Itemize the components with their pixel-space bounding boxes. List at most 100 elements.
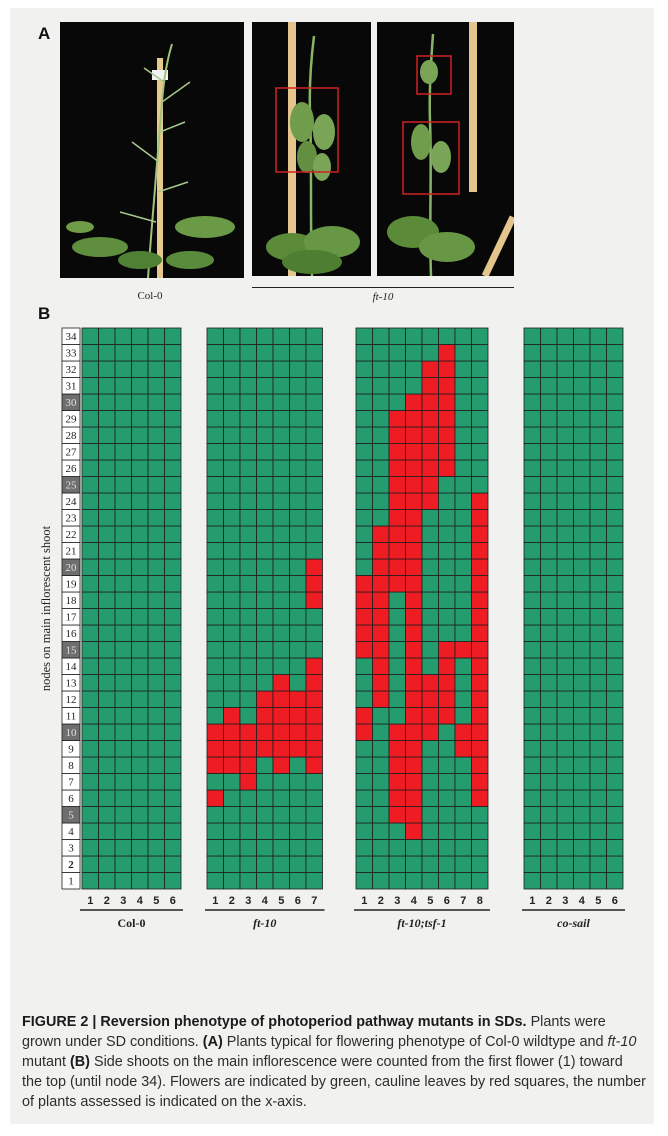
flower-cell <box>272 360 290 378</box>
flower-cell <box>556 789 574 807</box>
flower-cell <box>256 393 274 411</box>
flower-cell <box>606 773 624 791</box>
flower-cell <box>454 624 472 642</box>
flower-cell <box>540 855 558 873</box>
flower-cell <box>289 492 307 510</box>
flower-cell <box>272 426 290 444</box>
flower-cell <box>438 756 456 774</box>
flower-cell <box>131 443 149 461</box>
y-tick-label: 4 <box>68 826 74 838</box>
flower-cell <box>114 789 132 807</box>
cauline-leaf-cell <box>372 525 390 543</box>
flower-cell <box>98 525 116 543</box>
flower-cell <box>372 789 390 807</box>
flower-cell <box>523 872 541 890</box>
x-tick-label: 2 <box>104 895 110 907</box>
flower-cell <box>471 806 489 824</box>
flower-cell <box>556 476 574 494</box>
flower-cell <box>540 756 558 774</box>
cauline-leaf-cell <box>372 690 390 708</box>
flower-cell <box>454 575 472 593</box>
flower-cell <box>164 641 182 659</box>
flower-cell <box>147 740 165 758</box>
flower-cell <box>388 822 406 840</box>
flower-cell <box>523 839 541 857</box>
flower-cell <box>114 492 132 510</box>
flower-cell <box>540 575 558 593</box>
flower-cell <box>114 723 132 741</box>
cauline-leaf-cell <box>421 707 439 725</box>
flower-cell <box>223 822 241 840</box>
flower-cell <box>355 377 373 395</box>
flower-cell <box>164 690 182 708</box>
flower-cell <box>305 641 323 659</box>
flower-cell <box>589 608 607 626</box>
cauline-leaf-cell <box>388 773 406 791</box>
x-tick-label: 6 <box>295 895 301 907</box>
flower-cell <box>556 707 574 725</box>
flower-cell <box>98 789 116 807</box>
flower-cell <box>223 344 241 362</box>
y-tick-label: 34 <box>66 331 78 343</box>
y-axis-label: nodes on main inflorescent shoot <box>39 525 53 691</box>
cauline-leaf-cell <box>405 740 423 758</box>
flower-cell <box>454 393 472 411</box>
flower-cell <box>256 426 274 444</box>
flower-cell <box>523 360 541 378</box>
flower-cell <box>164 509 182 527</box>
flower-cell <box>421 822 439 840</box>
flower-cell <box>589 558 607 576</box>
flower-cell <box>239 509 257 527</box>
cauline-leaf-cell <box>421 377 439 395</box>
flower-cell <box>131 872 149 890</box>
cauline-leaf-cell <box>405 393 423 411</box>
flower-cell <box>81 740 99 758</box>
cauline-leaf-cell <box>438 443 456 461</box>
flower-cell <box>405 377 423 395</box>
flower-cell <box>573 509 591 527</box>
flower-cell <box>556 674 574 692</box>
flower-cell <box>540 393 558 411</box>
flower-cell <box>573 756 591 774</box>
flower-cell <box>256 839 274 857</box>
flower-cell <box>540 723 558 741</box>
flower-cell <box>305 377 323 395</box>
cauline-leaf-cell <box>471 558 489 576</box>
flower-cell <box>131 740 149 758</box>
cauline-leaf-cell <box>206 723 224 741</box>
cauline-leaf-cell <box>289 723 307 741</box>
flower-cell <box>289 410 307 428</box>
flower-cell <box>81 872 99 890</box>
flower-cell <box>589 707 607 725</box>
flower-cell <box>355 822 373 840</box>
flower-cell <box>556 344 574 362</box>
flower-cell <box>223 360 241 378</box>
flower-cell <box>239 806 257 824</box>
x-tick-label: 1 <box>212 895 218 907</box>
flower-cell <box>164 608 182 626</box>
flower-cell <box>239 591 257 609</box>
flower-cell <box>438 591 456 609</box>
flower-cell <box>131 492 149 510</box>
flower-cell <box>147 476 165 494</box>
flower-cell <box>223 855 241 873</box>
flower-cell <box>438 558 456 576</box>
flower-cell <box>421 839 439 857</box>
flower-cell <box>556 723 574 741</box>
cauline-leaf-cell <box>438 690 456 708</box>
flower-cell <box>81 476 99 494</box>
flower-cell <box>147 641 165 659</box>
flower-cell <box>256 773 274 791</box>
flower-cell <box>272 839 290 857</box>
cauline-leaf-cell <box>471 591 489 609</box>
flower-cell <box>438 476 456 494</box>
flower-cell <box>223 806 241 824</box>
cauline-leaf-cell <box>405 509 423 527</box>
flower-cell <box>454 855 472 873</box>
flower-cell <box>164 839 182 857</box>
flower-cell <box>223 476 241 494</box>
flower-cell <box>147 443 165 461</box>
flower-cell <box>164 377 182 395</box>
flower-cell <box>81 443 99 461</box>
flower-cell <box>239 525 257 543</box>
